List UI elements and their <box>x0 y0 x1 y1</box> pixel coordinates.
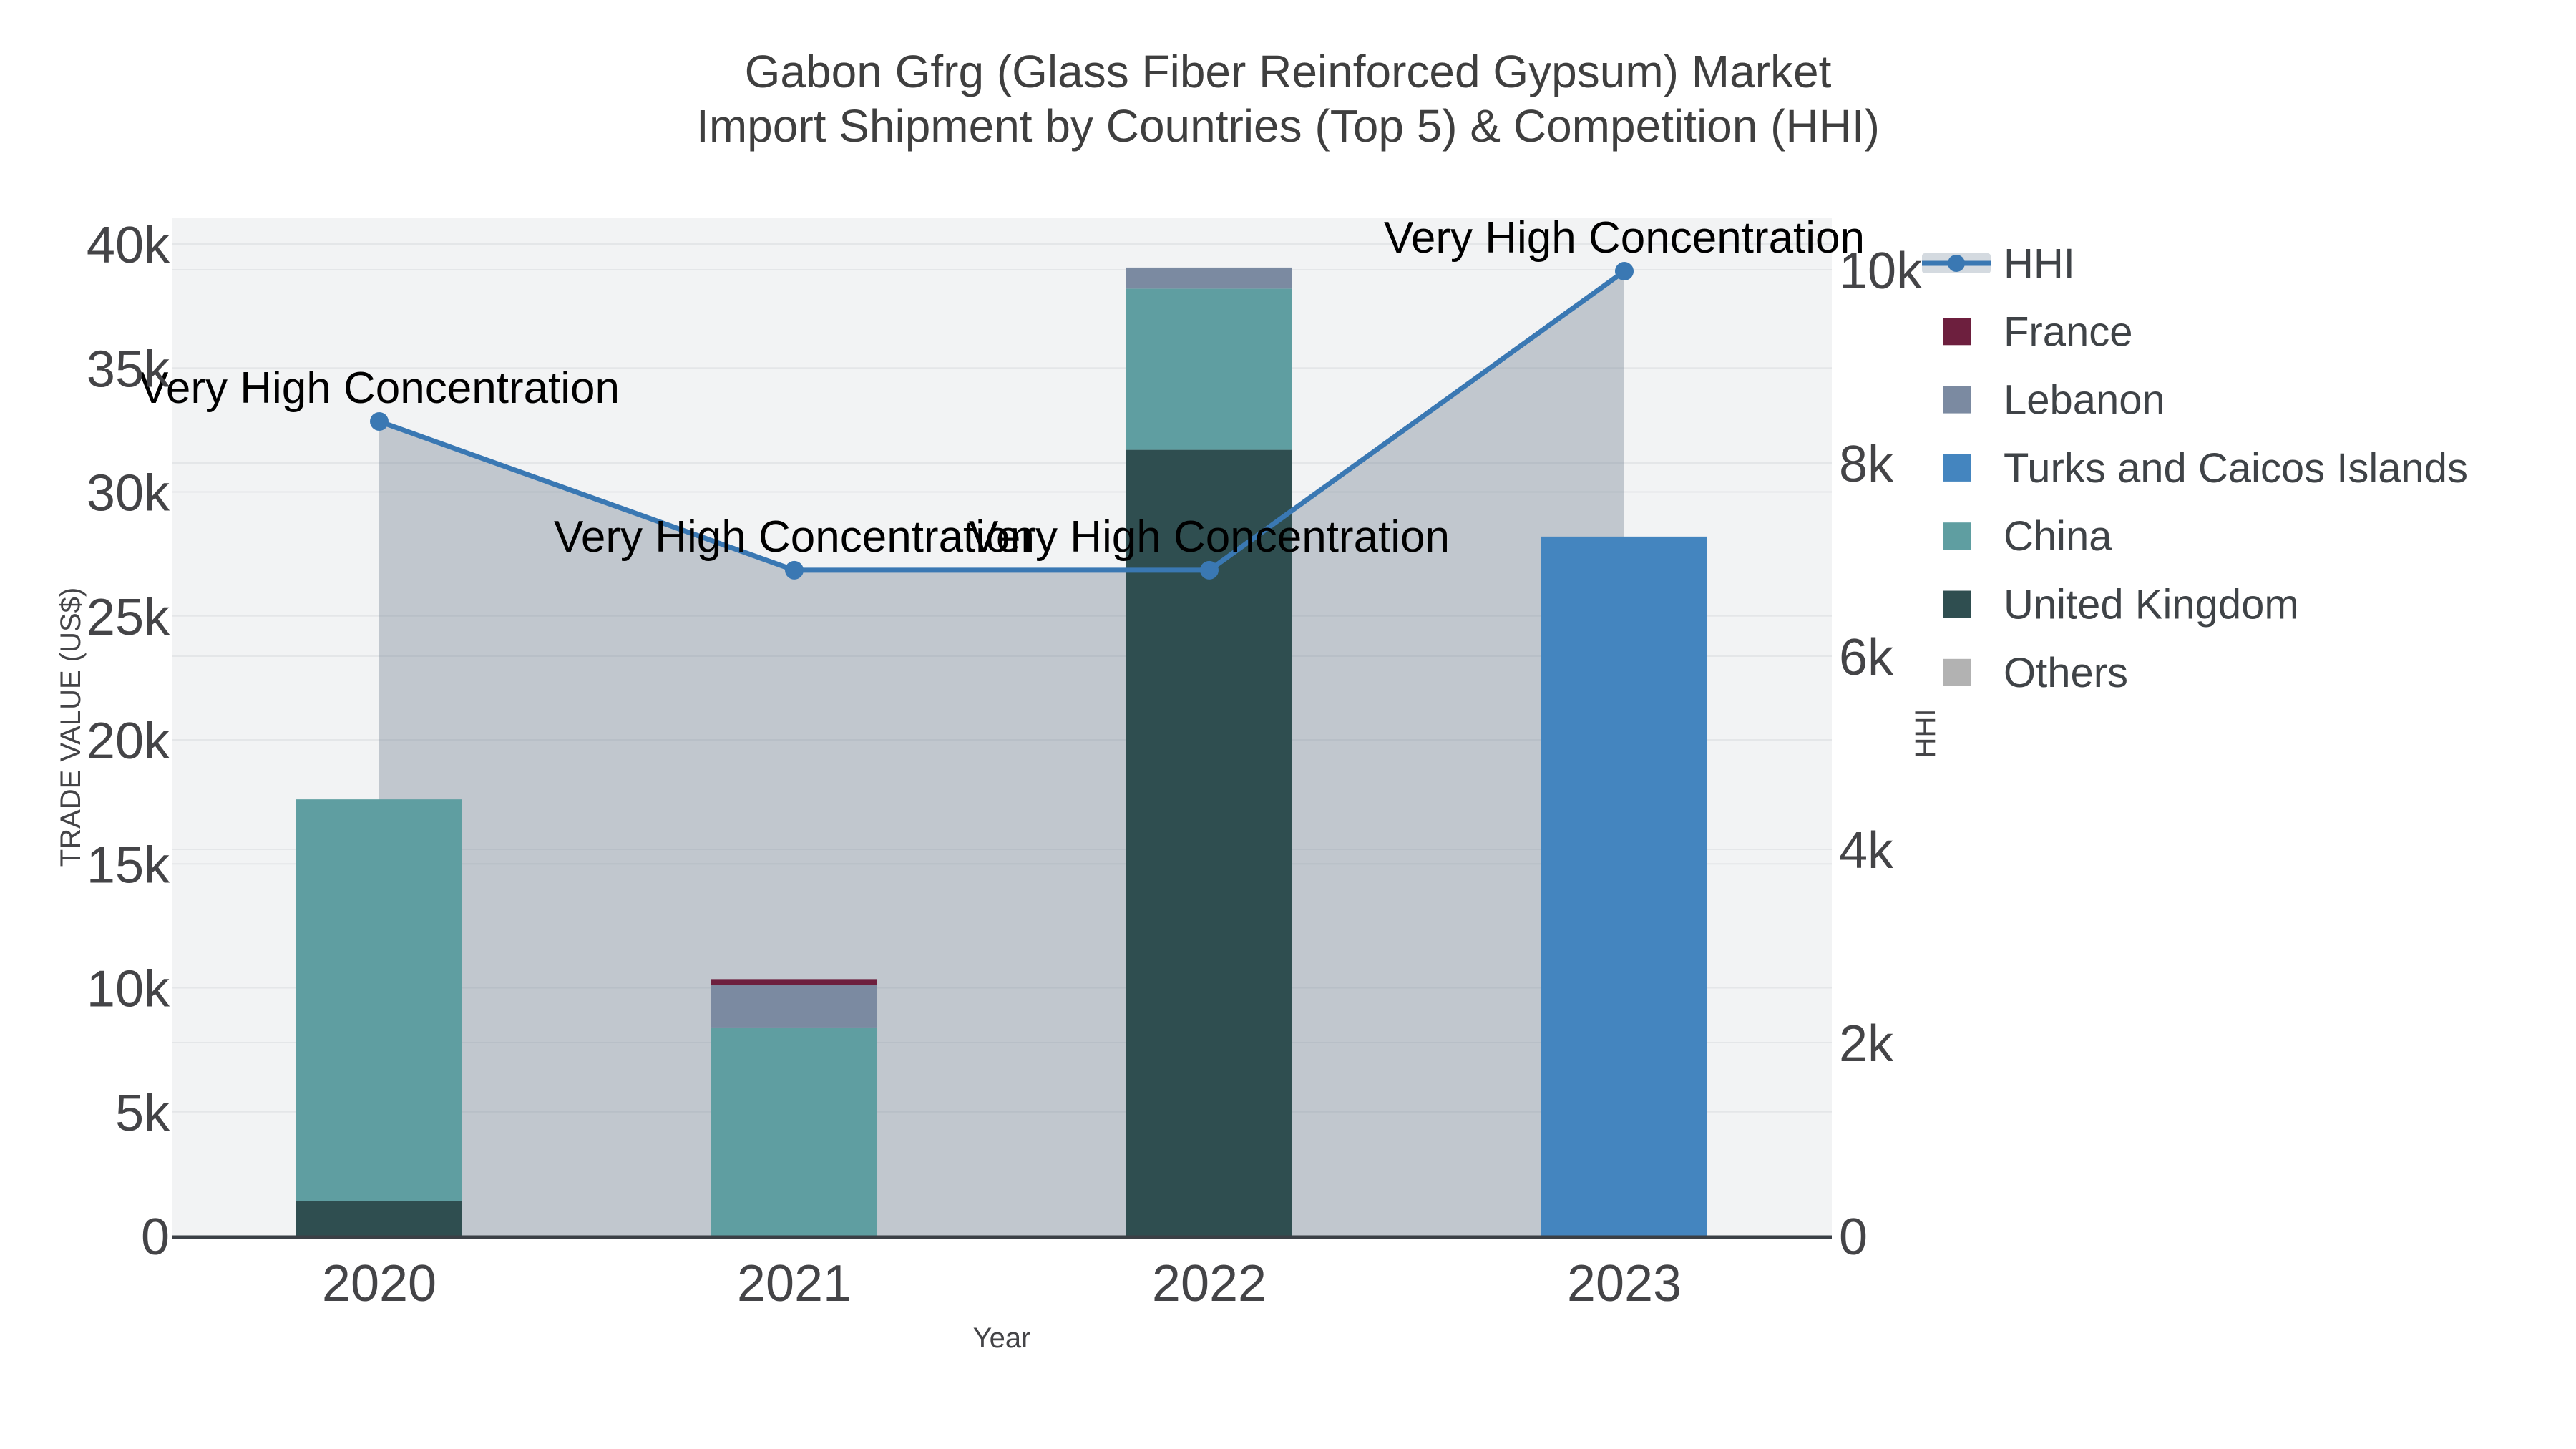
annotation-2022: Very High Concentration <box>969 512 1450 562</box>
y-left-tick-label-0: 0 <box>141 1209 170 1266</box>
legend-item-others[interactable]: Others <box>1943 650 2128 696</box>
y-left-tick-label-5k: 5k <box>115 1085 170 1142</box>
y-right-tick-label-10k: 10k <box>1839 243 1923 300</box>
legend-item-turks-and-caicos-islands[interactable]: Turks and Caicos Islands <box>1943 445 2468 492</box>
hhi-marker-2023[interactable] <box>1615 262 1634 281</box>
y-left-tick-label-20k: 20k <box>87 713 170 770</box>
bar-segment-united-kingdom-2020[interactable] <box>296 1201 462 1236</box>
annotation-2021: Very High Concentration <box>554 512 1035 562</box>
legend-item-china[interactable]: China <box>1943 513 2112 560</box>
legend-swatch-icon <box>1943 318 1971 346</box>
hhi-line[interactable] <box>378 269 1626 573</box>
hhi-marker-2022[interactable] <box>1200 560 1219 580</box>
chart-title-line1: Gabon Gfrg (Glass Fiber Reinforced Gypsu… <box>745 46 1832 97</box>
legend-label: United Kingdom <box>2004 582 2299 628</box>
hhi-marker-2021[interactable] <box>785 560 804 580</box>
legend-label: Others <box>2004 650 2128 696</box>
y-left-axis-title: TRADE VALUE (US$) <box>55 587 87 867</box>
legend-label: France <box>2004 308 2133 355</box>
bars-layer <box>296 267 1707 1236</box>
legend-label: Lebanon <box>2004 377 2165 424</box>
y-left-tick-label-10k: 10k <box>87 961 170 1018</box>
legend-hhi-marker-icon <box>1948 255 1965 272</box>
hhi-marker-2020[interactable] <box>370 411 389 431</box>
bar-segment-lebanon-2022[interactable] <box>1126 267 1292 289</box>
legend-swatch-icon <box>1943 454 1971 482</box>
y-right-tick-label-6k: 6k <box>1839 629 1894 686</box>
legend-item-hhi[interactable]: HHI <box>1922 240 2075 287</box>
legend-swatch-icon <box>1943 522 1971 550</box>
bar-segment-turks-and-caicos-islands-2023[interactable] <box>1541 536 1707 1236</box>
y-right-tick-label-8k: 8k <box>1839 436 1894 493</box>
annotation-2023: Very High Concentration <box>1384 213 1865 263</box>
axes-layer: 2020 2021 2022 2023 0 5k 10k 15k 20k 25k 30k 35k 40k… <box>87 217 1923 1312</box>
hhi-line-layer <box>370 262 1634 580</box>
legend-label: China <box>2004 513 2112 560</box>
chart-title-line2: Import Shipment by Countries (Top 5) & C… <box>696 100 1880 152</box>
legend-swatch-icon <box>1943 386 1971 414</box>
legend-label: HHI <box>2004 240 2075 287</box>
legend-item-united-kingdom[interactable]: United Kingdom <box>1943 582 2299 628</box>
bar-segment-lebanon-2021[interactable] <box>711 985 877 1028</box>
legend-label: Turks and Caicos Islands <box>2004 445 2468 492</box>
bar-segment-china-2020[interactable] <box>296 799 462 1201</box>
legend-item-lebanon[interactable]: Lebanon <box>1943 377 2165 424</box>
hhi-area-fill <box>379 271 1624 1236</box>
x-tick-label-2022: 2022 <box>1152 1255 1267 1312</box>
bar-segment-china-2022[interactable] <box>1126 288 1292 450</box>
x-tick-label-2021: 2021 <box>737 1255 852 1312</box>
y-right-axis-title: HHI <box>1910 709 1941 758</box>
legend-swatch-icon <box>1943 658 1971 686</box>
legend-swatch-icon <box>1943 590 1971 618</box>
annotation-2020: Very High Concentration <box>139 364 620 413</box>
y-left-tick-label-40k: 40k <box>87 217 170 274</box>
legend-item-france[interactable]: France <box>1943 308 2133 355</box>
x-axis-title: Year <box>973 1322 1031 1354</box>
y-left-tick-label-35k: 35k <box>87 341 170 398</box>
x-tick-label-2023: 2023 <box>1567 1255 1682 1312</box>
y-left-tick-label-15k: 15k <box>87 836 170 894</box>
y-right-tick-label-4k: 4k <box>1839 822 1894 879</box>
y-left-tick-label-30k: 30k <box>87 465 170 522</box>
bar-segment-united-kingdom-2022[interactable] <box>1126 449 1292 1236</box>
hhi-area-layer <box>379 271 1624 1236</box>
y-right-tick-label-2k: 2k <box>1839 1015 1894 1073</box>
y-left-tick-label-25k: 25k <box>87 589 170 646</box>
legend-layer: HHI France Lebanon Turks and Caicos Islands… <box>1922 240 2468 696</box>
bar-segment-china-2021[interactable] <box>711 1027 877 1236</box>
bar-segment-france-2021[interactable] <box>711 979 877 986</box>
y-right-tick-label-0: 0 <box>1839 1209 1868 1266</box>
x-tick-label-2020: 2020 <box>322 1255 436 1312</box>
